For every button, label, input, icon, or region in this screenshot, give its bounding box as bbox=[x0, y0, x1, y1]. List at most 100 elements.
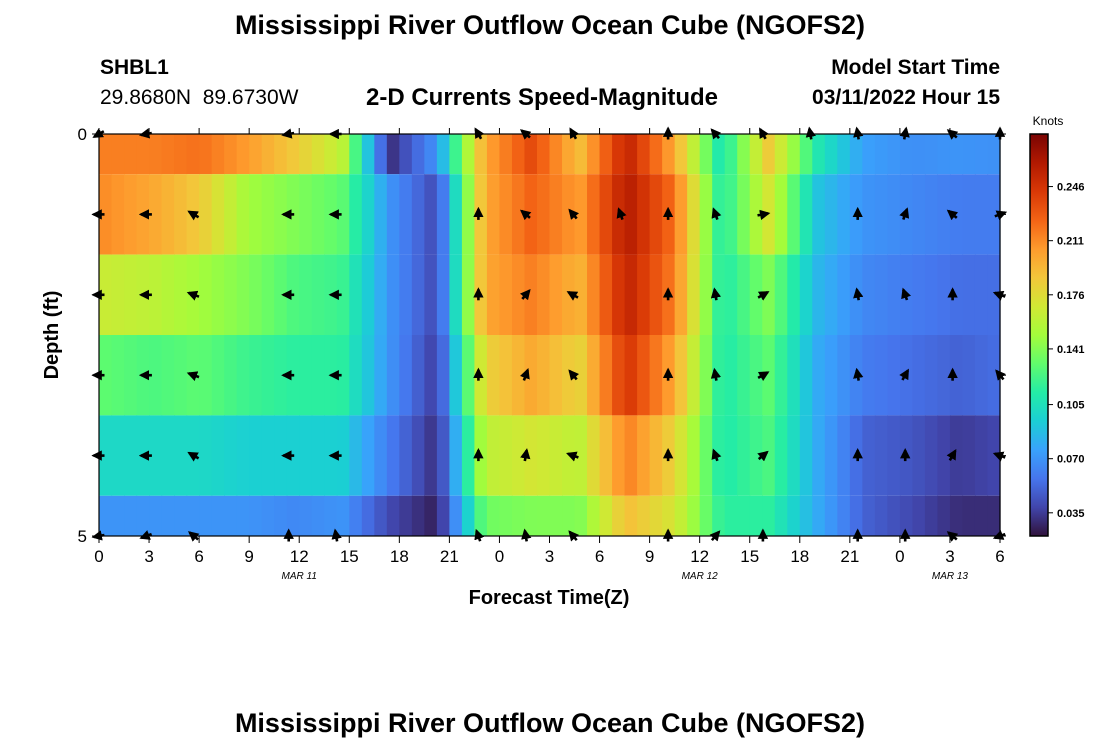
heatmap-cell bbox=[236, 415, 250, 496]
heatmap-cell bbox=[361, 495, 375, 536]
heatmap-cell bbox=[211, 254, 225, 335]
heatmap-cell bbox=[461, 134, 476, 175]
heatmap-cell bbox=[724, 335, 738, 416]
x-tick-label: 0 bbox=[895, 547, 904, 566]
heatmap-cell bbox=[624, 174, 638, 255]
heatmap-cell bbox=[449, 174, 463, 255]
heatmap-cell bbox=[511, 254, 526, 335]
heatmap-cell bbox=[336, 134, 350, 175]
heatmap-cell bbox=[499, 335, 513, 416]
heatmap-cell bbox=[862, 415, 876, 496]
heatmap-cell bbox=[974, 134, 989, 175]
heatmap-cell bbox=[937, 174, 951, 255]
heatmap-cell bbox=[737, 335, 751, 416]
current-arrow bbox=[946, 209, 959, 221]
current-arrow bbox=[757, 209, 771, 221]
model-start-value: 03/11/2022 Hour 15 bbox=[812, 86, 1000, 109]
heatmap-cell bbox=[987, 495, 1001, 536]
heatmap-cell bbox=[912, 335, 926, 416]
heatmap-cell bbox=[624, 254, 638, 335]
heatmap-cell bbox=[461, 254, 476, 335]
heatmap-cell bbox=[411, 335, 425, 416]
x-tick-label: 3 bbox=[144, 547, 153, 566]
heatmap-cell bbox=[649, 335, 663, 416]
heatmap-cell bbox=[862, 495, 876, 536]
heatmap-cell bbox=[874, 415, 888, 496]
heatmap-cell bbox=[887, 495, 901, 536]
heatmap-cell bbox=[474, 134, 488, 175]
current-arrow bbox=[519, 368, 530, 381]
colorbar-tick-label: 0.035 bbox=[1057, 508, 1085, 520]
heatmap-cell bbox=[211, 174, 225, 255]
heatmap-cell bbox=[787, 495, 801, 536]
heatmap-cell bbox=[837, 174, 851, 255]
heatmap-cell bbox=[737, 174, 751, 255]
heatmap-cell bbox=[524, 335, 538, 416]
heatmap-cell bbox=[449, 415, 463, 496]
heatmap-cell bbox=[499, 415, 513, 496]
heatmap-cell bbox=[737, 254, 751, 335]
heatmap-cell bbox=[974, 254, 989, 335]
heatmap-cell bbox=[99, 415, 113, 496]
heatmap-cell bbox=[174, 254, 188, 335]
heatmap-cell bbox=[499, 495, 513, 536]
heatmap-cell bbox=[211, 134, 225, 175]
colorbar-unit: Knots bbox=[1033, 114, 1064, 128]
heatmap-cell bbox=[837, 335, 851, 416]
heatmap-cell bbox=[224, 134, 238, 175]
heatmap-cell bbox=[612, 415, 626, 496]
model-start-label: Model Start Time bbox=[831, 56, 1000, 79]
heatmap-cell bbox=[737, 495, 751, 536]
heatmap-cell bbox=[311, 415, 325, 496]
x-tick-label: 15 bbox=[740, 547, 759, 566]
current-arrow bbox=[519, 289, 531, 301]
heatmap-cell bbox=[311, 134, 325, 175]
heatmap-cell bbox=[649, 254, 663, 335]
heatmap-cell bbox=[837, 495, 851, 536]
heatmap-cell bbox=[574, 134, 588, 175]
current-arrow bbox=[757, 450, 769, 462]
heatmap-cell bbox=[612, 254, 626, 335]
heatmap-cell bbox=[687, 174, 701, 255]
heatmap-cell bbox=[324, 134, 338, 175]
heatmap-cell bbox=[924, 495, 939, 536]
heatmap-cell bbox=[612, 335, 626, 416]
colorbar-tick-label: 0.141 bbox=[1057, 344, 1085, 356]
colorbar-tick-label: 0.105 bbox=[1057, 400, 1085, 412]
heatmap-cell bbox=[549, 254, 563, 335]
heatmap-cell bbox=[224, 415, 238, 496]
heatmap-cell bbox=[174, 495, 188, 536]
heatmap-cell bbox=[824, 335, 838, 416]
heatmap-cell bbox=[524, 254, 538, 335]
heatmap-cell bbox=[812, 495, 826, 536]
colorbar-tick-label: 0.246 bbox=[1057, 182, 1085, 194]
heatmap-cell bbox=[436, 254, 450, 335]
heatmap-cell bbox=[499, 254, 513, 335]
heatmap-cell bbox=[699, 335, 713, 416]
heatmap-cell bbox=[737, 415, 751, 496]
current-arrow bbox=[186, 290, 200, 301]
current-arrow bbox=[899, 368, 910, 381]
heatmap-cell bbox=[361, 415, 375, 496]
x-tick-label: 18 bbox=[390, 547, 409, 566]
heatmap-cell bbox=[224, 174, 238, 255]
heatmap-cell bbox=[587, 335, 601, 416]
heatmap-cell bbox=[536, 174, 551, 255]
heatmap-cell bbox=[274, 254, 288, 335]
heatmap-cell bbox=[186, 134, 200, 175]
heatmap-cell bbox=[912, 495, 926, 536]
heatmap-cell bbox=[749, 134, 763, 175]
heatmap-cell bbox=[549, 415, 563, 496]
heatmap-cell bbox=[912, 174, 926, 255]
heatmap-cell bbox=[486, 174, 501, 255]
heatmap-cell bbox=[762, 495, 776, 536]
heatmap-cell bbox=[361, 335, 375, 416]
x-tick-label: 12 bbox=[290, 547, 309, 566]
chart-title: Mississippi River Outflow Ocean Cube (NG… bbox=[234, 10, 866, 40]
heatmap-cell bbox=[824, 134, 838, 175]
heatmap-cell bbox=[637, 415, 651, 496]
heatmap-cell bbox=[887, 335, 901, 416]
heatmap-cell bbox=[411, 415, 425, 496]
heatmap-cell bbox=[887, 134, 901, 175]
x-tick-label: 0 bbox=[94, 547, 103, 566]
